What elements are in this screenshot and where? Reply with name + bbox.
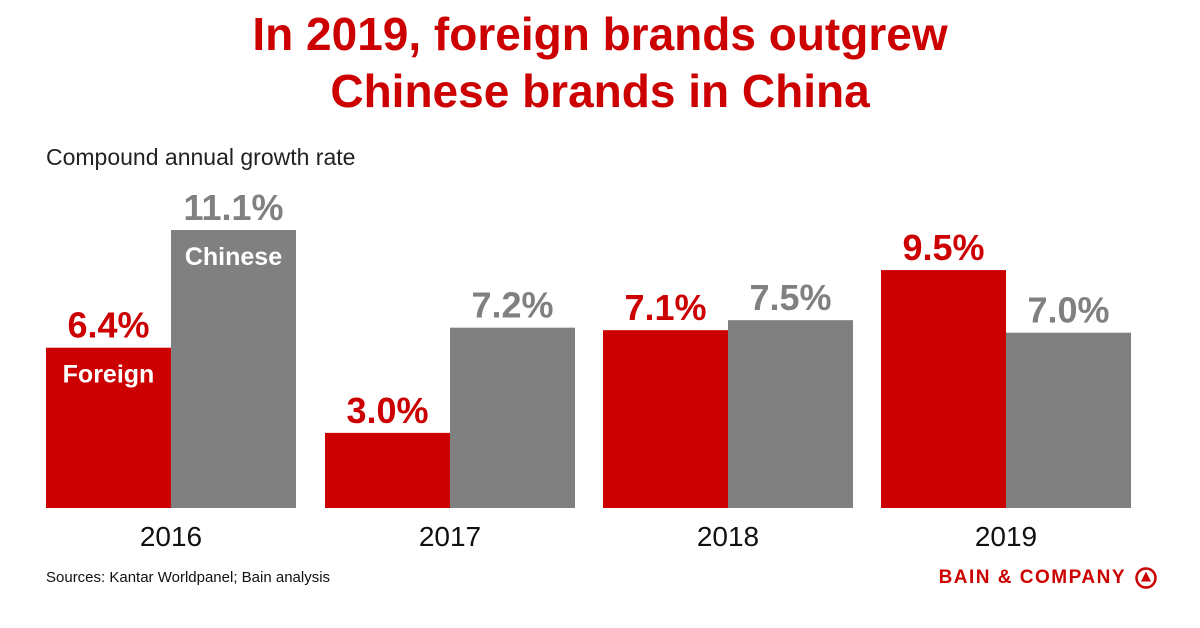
bar-chinese-2019: [1006, 332, 1131, 508]
chart-title-line-2: Chinese brands in China: [330, 65, 870, 117]
series-label-foreign: Foreign: [63, 361, 155, 389]
category-label-2016: 2016: [140, 521, 202, 552]
chart-title-line-1: In 2019, foreign brands outgrew: [252, 8, 948, 60]
chart-title: In 2019, foreign brands outgrew Chinese …: [0, 6, 1200, 120]
data-label-chinese-2018: 7.5%: [749, 277, 831, 318]
bar-chinese-2017: [450, 327, 575, 508]
source-note: Sources: Kantar Worldpanel; Bain analysi…: [46, 569, 331, 586]
bar-foreign-2017: [325, 432, 450, 508]
data-label-chinese-2019: 7.0%: [1027, 290, 1109, 331]
bar-chinese-2018: [728, 320, 853, 508]
bar-foreign-2018: [603, 330, 728, 508]
bar-chinese-2016: [171, 230, 296, 508]
data-label-chinese-2016: 11.1%: [183, 187, 283, 228]
series-label-chinese: Chinese: [185, 243, 282, 271]
category-label-2018: 2018: [697, 521, 759, 552]
bain-circle-icon: [1135, 567, 1157, 589]
bar-foreign-2019: [881, 270, 1006, 508]
category-label-2019: 2019: [975, 521, 1037, 552]
data-label-foreign-2018: 7.1%: [624, 287, 706, 328]
data-label-foreign-2016: 6.4%: [67, 305, 149, 346]
data-label-foreign-2019: 9.5%: [902, 227, 984, 268]
category-label-2017: 2017: [419, 521, 481, 552]
bar-foreign-2016: [46, 347, 171, 508]
chart-subtitle: Compound annual growth rate: [46, 144, 356, 170]
logo-text: BAIN & COMPANY: [938, 567, 1126, 588]
data-label-foreign-2017: 3.0%: [346, 390, 428, 431]
data-label-chinese-2017: 7.2%: [471, 285, 553, 326]
bain-logo: BAIN & COMPANY: [939, 566, 1158, 590]
